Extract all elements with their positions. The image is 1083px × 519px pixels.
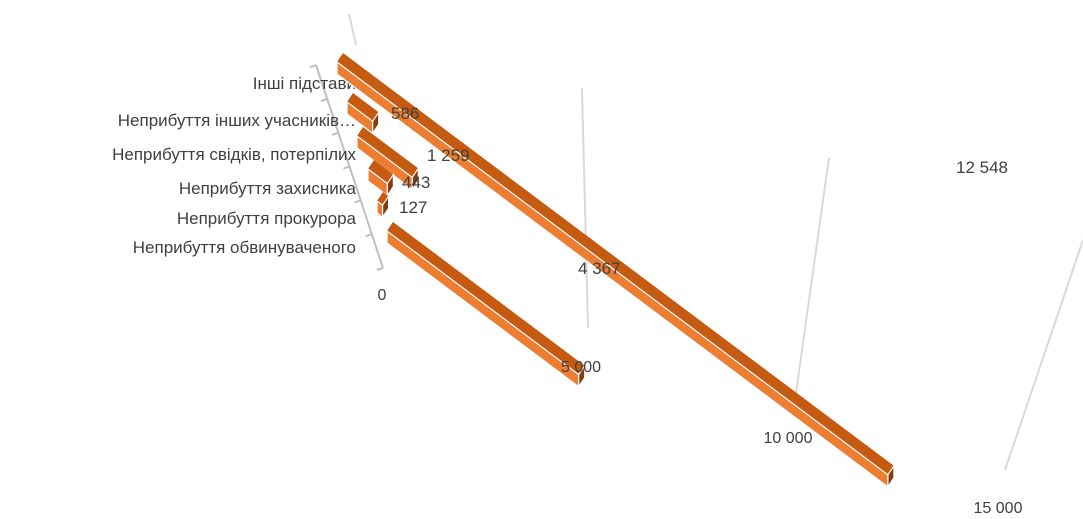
bar-top-face bbox=[337, 53, 894, 475]
category-tick bbox=[320, 98, 328, 102]
category-label: Неприбуття захисника bbox=[179, 179, 357, 198]
bar-top-face bbox=[347, 93, 379, 122]
axis-tick-label: 5 000 bbox=[561, 359, 601, 376]
axis-tick-label: 15 000 bbox=[974, 500, 1023, 517]
category-label: Неприбуття свідків, потерпілих bbox=[112, 145, 356, 164]
category-label: Неприбуття обвинуваченого bbox=[133, 238, 356, 257]
category-tick bbox=[343, 165, 350, 170]
category-tick bbox=[331, 131, 339, 136]
bar bbox=[386, 229, 580, 388]
category-tick bbox=[354, 199, 361, 204]
category-label: Неприбуття прокурора bbox=[177, 209, 357, 228]
category-tick bbox=[376, 267, 384, 271]
data-label: 1 259 bbox=[427, 146, 470, 165]
bar-end-face bbox=[887, 463, 895, 489]
bar-top-face bbox=[387, 222, 585, 375]
category-axis bbox=[315, 64, 384, 269]
data-label: 586 bbox=[391, 104, 419, 123]
axis-tick-label: 10 000 bbox=[764, 430, 813, 447]
category-tick bbox=[365, 233, 373, 238]
category-tick bbox=[309, 64, 317, 69]
data-label: 127 bbox=[399, 198, 427, 217]
bar-end-face bbox=[578, 363, 586, 389]
gridline-10000 bbox=[794, 157, 830, 401]
bar-end-face bbox=[372, 110, 380, 136]
gridline-15000 bbox=[1004, 239, 1083, 471]
gridline-5000 bbox=[581, 87, 589, 329]
data-label: 12 548 bbox=[956, 158, 1008, 177]
bar-end-face bbox=[386, 172, 394, 198]
bar-end-face bbox=[411, 166, 419, 192]
bar-top-face bbox=[357, 127, 419, 178]
bar-top-face bbox=[377, 192, 389, 206]
bar-end-face bbox=[382, 194, 390, 220]
category-label: Інші підстави bbox=[253, 74, 356, 93]
data-label: 4 367 bbox=[578, 259, 621, 278]
bar-top-face bbox=[368, 160, 394, 184]
axis-tick-label: 0 bbox=[378, 287, 387, 304]
back-wall-line bbox=[348, 13, 357, 46]
category-label: Неприбуття інших учасників… bbox=[118, 111, 356, 130]
data-label: 443 bbox=[402, 173, 430, 192]
